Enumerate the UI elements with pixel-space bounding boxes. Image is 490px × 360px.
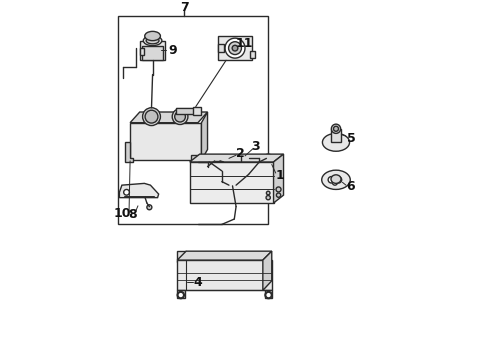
- Ellipse shape: [331, 124, 341, 134]
- Text: 3: 3: [251, 140, 260, 153]
- Polygon shape: [125, 142, 133, 162]
- Bar: [218, 44, 223, 53]
- Text: 5: 5: [347, 131, 356, 145]
- Ellipse shape: [334, 126, 339, 131]
- Text: 9: 9: [169, 44, 177, 57]
- Polygon shape: [263, 251, 272, 291]
- Ellipse shape: [225, 38, 245, 58]
- Ellipse shape: [145, 110, 158, 123]
- Ellipse shape: [332, 180, 338, 185]
- Ellipse shape: [178, 292, 184, 298]
- Bar: [140, 41, 166, 60]
- Text: 11: 11: [236, 37, 253, 50]
- Polygon shape: [177, 251, 272, 260]
- Polygon shape: [177, 291, 185, 298]
- Bar: [130, 123, 201, 160]
- Ellipse shape: [335, 177, 342, 183]
- Text: 8: 8: [128, 208, 137, 221]
- Bar: [193, 107, 201, 114]
- Ellipse shape: [145, 31, 160, 41]
- Polygon shape: [265, 291, 272, 298]
- Ellipse shape: [143, 36, 162, 46]
- Bar: [140, 49, 144, 55]
- Polygon shape: [273, 154, 284, 203]
- Ellipse shape: [229, 42, 242, 55]
- Ellipse shape: [143, 108, 160, 126]
- Ellipse shape: [276, 187, 281, 192]
- Ellipse shape: [232, 45, 238, 51]
- Bar: [177, 260, 272, 291]
- Text: 1: 1: [275, 169, 284, 182]
- Text: 7: 7: [180, 1, 189, 14]
- Bar: [250, 51, 255, 58]
- Text: 2: 2: [236, 147, 245, 160]
- Ellipse shape: [147, 205, 152, 210]
- Polygon shape: [191, 155, 206, 162]
- Polygon shape: [234, 156, 248, 161]
- Ellipse shape: [175, 111, 185, 122]
- Polygon shape: [130, 112, 208, 123]
- Ellipse shape: [276, 193, 281, 197]
- Ellipse shape: [266, 195, 270, 200]
- Ellipse shape: [265, 292, 272, 299]
- Ellipse shape: [267, 191, 270, 195]
- Bar: [331, 129, 341, 142]
- Polygon shape: [177, 251, 190, 262]
- Ellipse shape: [229, 182, 238, 190]
- Bar: [118, 16, 268, 224]
- Text: 4: 4: [194, 276, 202, 289]
- Bar: [218, 36, 252, 60]
- Polygon shape: [201, 112, 208, 160]
- Ellipse shape: [328, 177, 335, 183]
- Ellipse shape: [331, 175, 341, 183]
- Polygon shape: [190, 154, 284, 162]
- Bar: [142, 46, 163, 60]
- Ellipse shape: [177, 292, 184, 299]
- Text: 10: 10: [113, 207, 131, 220]
- Ellipse shape: [172, 109, 188, 125]
- Polygon shape: [120, 183, 159, 198]
- Ellipse shape: [264, 154, 272, 161]
- Ellipse shape: [322, 170, 350, 189]
- Polygon shape: [176, 108, 200, 114]
- Bar: [190, 162, 273, 203]
- Ellipse shape: [322, 134, 349, 151]
- Ellipse shape: [123, 189, 129, 195]
- Ellipse shape: [266, 292, 271, 298]
- Bar: [231, 185, 236, 189]
- Text: 6: 6: [346, 180, 355, 193]
- Ellipse shape: [146, 37, 159, 44]
